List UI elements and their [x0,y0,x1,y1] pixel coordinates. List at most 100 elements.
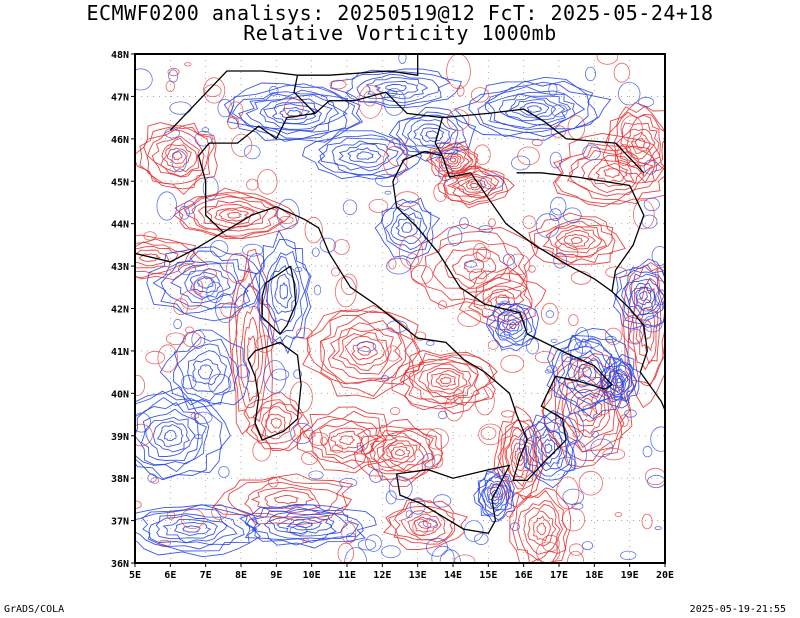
contour-line [567,146,656,201]
contour-line [500,354,525,373]
contour-line [591,430,599,438]
contour-line [173,318,182,330]
contour-line [184,268,231,301]
contour-line [544,442,553,454]
contour-line [616,143,632,166]
contour-line [293,369,302,379]
contour-line [578,470,603,496]
contour-line [263,102,323,125]
lon-tick-label: 10E [303,570,321,581]
contour-line [227,116,240,130]
contour-line [145,350,166,365]
contour-line [616,377,622,384]
contour-line [155,514,228,544]
contour-line [410,265,434,285]
contour-line [614,264,665,328]
contour-line [545,225,607,258]
contour-line [550,338,558,343]
contour-line [351,340,378,361]
contour-line [573,394,603,427]
contour-line [385,442,415,464]
contour-line [550,196,567,216]
contour-line [568,543,584,556]
contour-line [135,412,152,433]
contour-line [467,272,533,326]
contour-line [286,518,323,531]
contour-line [375,173,399,187]
lat-tick-label: 39N [111,432,129,443]
contour-line [389,407,401,416]
contour-line [289,525,308,536]
contour-line [203,77,226,104]
contour-line [477,81,590,134]
contour-line [211,504,228,520]
contour-line [509,522,520,531]
contour-line [624,273,665,317]
contour-line [391,349,498,415]
contour-line [453,389,464,405]
contour-line [135,246,179,269]
contour-line [536,522,547,536]
contour-line [470,87,490,103]
contour-line [548,83,558,96]
contour-line [311,247,320,257]
contour-line [581,154,642,193]
contour-line [439,376,452,385]
contour-line [333,239,350,255]
contour-line [536,434,561,464]
contour-line [584,339,600,348]
contour-line [365,77,429,99]
contour-line [549,208,562,222]
contour-line [163,430,177,442]
contour-line [274,273,293,309]
contour-line [528,212,626,265]
contour-line [407,119,457,149]
lon-tick-label: 16E [515,570,533,581]
contour-line [302,309,421,400]
contour-line [390,212,422,245]
contour-line [473,144,491,166]
contour-line [191,196,277,232]
contour-line [511,442,529,472]
contour-line [604,105,665,184]
contour-line [369,468,383,483]
contour-line [319,420,379,459]
contour-line [622,262,665,409]
lon-tick-label: 11E [338,570,356,581]
contour-line [631,282,655,311]
contour-line [429,141,479,179]
contour-line [157,344,178,373]
contour-line [511,155,531,171]
contour-line [634,137,646,149]
contour-line [426,340,435,346]
contour-line [197,200,269,231]
contour-line [135,375,145,396]
contour-line [606,364,633,396]
contour-line [365,534,382,552]
contour-line [526,337,540,355]
contour-line [394,448,406,457]
contour-line [383,88,406,116]
contour-line [243,285,259,308]
contour-line [176,343,233,402]
contour-line [570,236,583,244]
contour-line [562,207,582,223]
contour-line [395,111,467,155]
contour-line [636,287,656,312]
contour-line [456,85,465,97]
contour-line [544,369,552,374]
render-timestamp: 2025-05-19-21:55 [689,604,786,615]
contour-line [151,135,200,177]
contour-line [549,151,562,169]
contour-line [203,84,222,97]
contour-line [451,251,497,282]
contour-line [264,490,315,510]
contour-line [265,413,286,435]
contour-line [166,511,176,520]
contour-line [368,198,389,213]
contour-line [437,410,448,420]
contour-line [512,489,568,563]
contour-line [296,406,398,474]
contour-line [357,539,377,551]
contour-line [418,363,472,397]
